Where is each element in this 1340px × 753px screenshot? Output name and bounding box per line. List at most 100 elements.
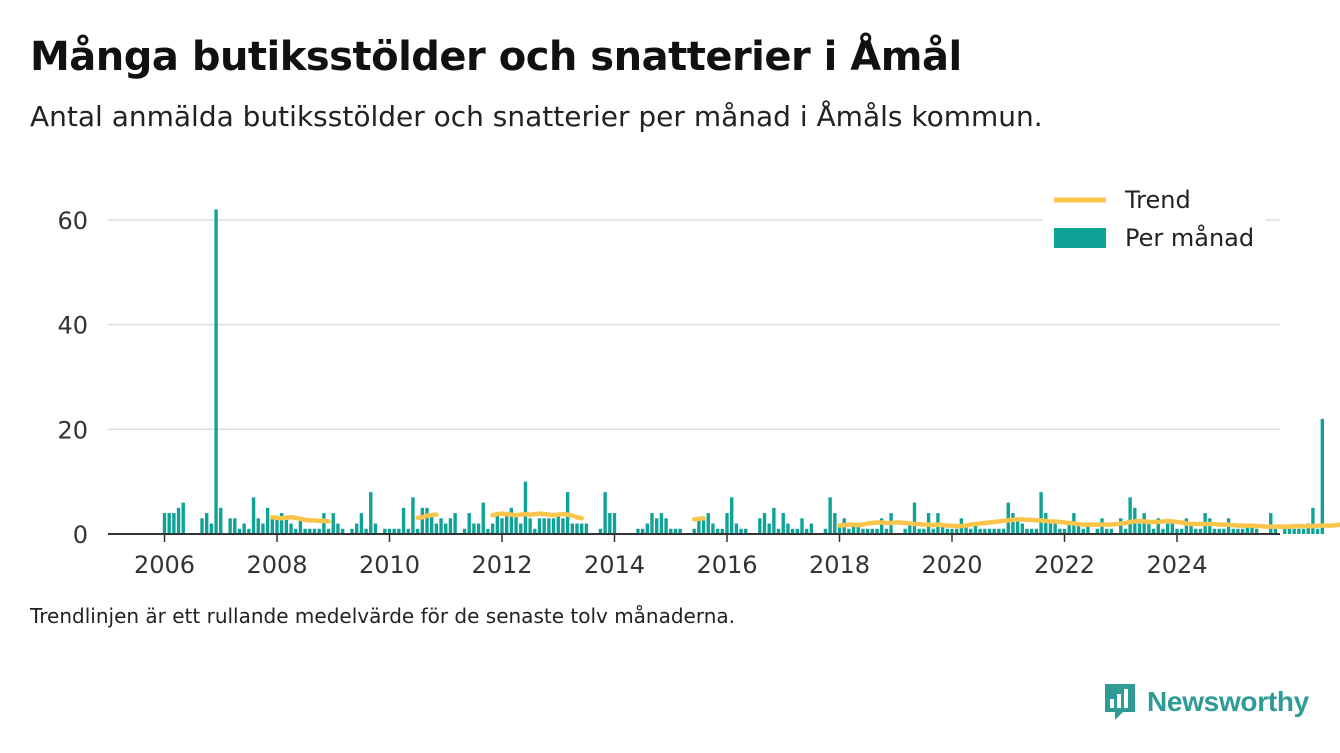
- bar: [1292, 528, 1296, 534]
- bar: [1250, 523, 1254, 534]
- bar: [720, 528, 725, 534]
- bar: [214, 209, 218, 534]
- bar: [397, 528, 401, 534]
- footnote: Trendlinjen är ett rullande medelvärde f…: [30, 604, 736, 628]
- bar: [697, 518, 701, 534]
- bar: [490, 523, 495, 534]
- bar: [1020, 523, 1025, 534]
- bar: [1147, 523, 1151, 534]
- bar: [1212, 528, 1217, 534]
- bar: [439, 518, 443, 534]
- bar: [584, 523, 589, 534]
- bar: [556, 513, 560, 534]
- bar: [1198, 528, 1203, 534]
- bar: [931, 528, 935, 534]
- bar: [997, 528, 1001, 534]
- bar: [964, 523, 968, 534]
- bar: [322, 513, 326, 534]
- bar: [247, 528, 251, 534]
- bar: [805, 528, 809, 534]
- bar: [955, 528, 959, 534]
- bar: [1320, 418, 1325, 534]
- bar: [331, 513, 335, 534]
- bar: [636, 528, 640, 534]
- bar: [1194, 528, 1198, 534]
- bar: [608, 513, 612, 534]
- bar: [1076, 523, 1081, 534]
- bar: [734, 523, 739, 534]
- bar: [1062, 528, 1067, 534]
- bar: [523, 481, 528, 534]
- bar: [505, 513, 509, 534]
- bar: [908, 523, 912, 534]
- bar: [828, 497, 832, 534]
- bar: [1287, 528, 1292, 534]
- bar: [978, 528, 982, 534]
- newsworthy-logo: Newsworthy: [1103, 682, 1309, 722]
- bar: [861, 528, 865, 534]
- bar: [598, 528, 603, 534]
- legend-bars-label: Per månad: [1125, 223, 1254, 252]
- chart-area: 0 20 40 60 2006 2008 2010 2012 2014 2016 2018 2020…: [57, 186, 1340, 579]
- bar: [739, 528, 743, 534]
- x-tick-label: 2024: [1146, 551, 1207, 579]
- bar: [1315, 528, 1320, 534]
- bar: [340, 528, 345, 534]
- bar: [406, 528, 410, 534]
- bar: [219, 507, 223, 534]
- bar: [837, 523, 842, 534]
- bar: [326, 528, 331, 534]
- bar: [1222, 528, 1226, 534]
- bar: [167, 513, 171, 534]
- bar: [950, 528, 954, 534]
- y-tick-label: 0: [73, 521, 88, 549]
- bar: [317, 528, 321, 534]
- bar: [481, 502, 485, 534]
- bar: [992, 528, 996, 534]
- bar: [1128, 497, 1132, 534]
- bar: [294, 528, 298, 534]
- bar: [847, 528, 851, 534]
- bar: [237, 528, 242, 534]
- y-axis-tick-labels: 0 20 40 60: [57, 207, 88, 549]
- bar: [462, 528, 467, 534]
- y-tick-label: 40: [57, 312, 88, 340]
- bar: [1245, 523, 1250, 534]
- bar: [1269, 513, 1273, 534]
- bar: [275, 518, 279, 534]
- bar: [453, 513, 457, 534]
- bar: [350, 528, 354, 534]
- bar: [790, 528, 795, 534]
- bar: [1311, 507, 1315, 534]
- bar: [612, 513, 617, 534]
- bar: [795, 528, 800, 534]
- bar: [711, 523, 715, 534]
- bar: [364, 528, 368, 534]
- bar: [1095, 528, 1100, 534]
- bar: [551, 518, 556, 534]
- bar: [336, 523, 340, 534]
- bar: [1297, 528, 1301, 534]
- bar: [1067, 523, 1071, 534]
- trend-line: [837, 517, 1340, 529]
- bar: [767, 523, 771, 534]
- bar: [922, 528, 926, 534]
- x-tick-label: 2008: [246, 551, 307, 579]
- bar: [744, 528, 748, 534]
- bar: [1161, 528, 1165, 534]
- bar: [1180, 528, 1184, 534]
- bar: [1137, 523, 1142, 534]
- bar: [1301, 528, 1306, 534]
- bar: [1119, 518, 1123, 534]
- bar: [987, 528, 992, 534]
- bar: [856, 523, 860, 534]
- bar: [561, 518, 565, 534]
- bar: [298, 518, 303, 534]
- bar: [233, 518, 237, 534]
- bar: [1184, 518, 1189, 534]
- bar: [181, 502, 185, 534]
- bar: [692, 528, 696, 534]
- bar: [1058, 528, 1062, 534]
- bar: [270, 518, 275, 534]
- bar: [251, 497, 256, 534]
